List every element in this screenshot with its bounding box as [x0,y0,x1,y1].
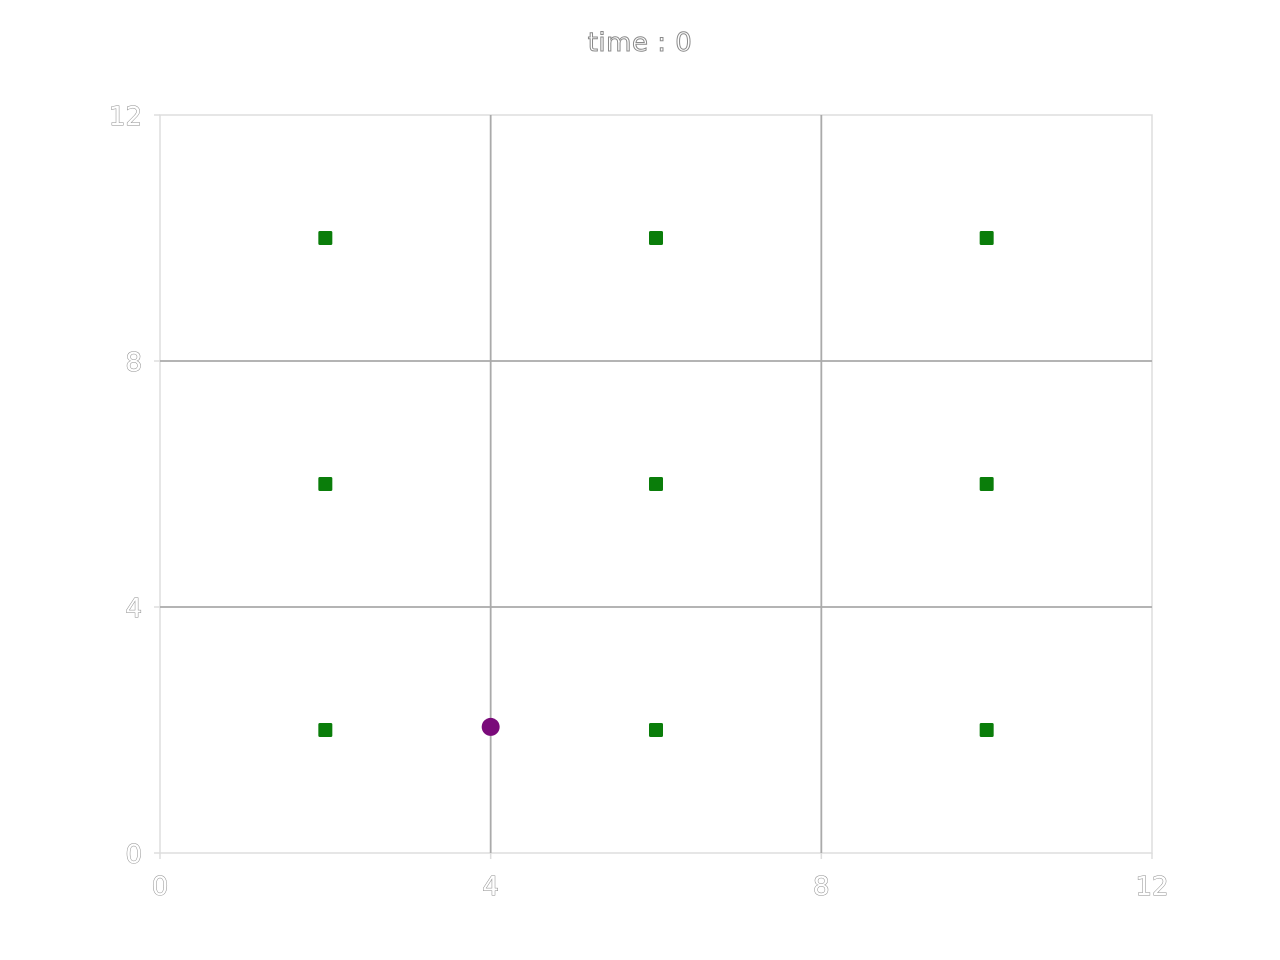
data-point-square [318,231,332,245]
data-point-square [649,477,663,491]
x-tick-label: 0 [152,872,169,902]
data-point-square [318,723,332,737]
data-point-circle [482,718,500,736]
data-point-square [649,723,663,737]
data-point-square [980,723,994,737]
x-tick-label: 12 [1135,872,1168,902]
y-tick-label: 0 [125,840,142,870]
data-point-square [980,477,994,491]
data-point-square [980,231,994,245]
x-tick-label: 4 [482,872,499,902]
x-tick-label: 8 [813,872,830,902]
data-point-square [649,231,663,245]
y-tick-label: 12 [109,102,142,132]
data-point-square [318,477,332,491]
y-tick-label: 8 [125,348,142,378]
y-tick-label: 4 [125,594,142,624]
